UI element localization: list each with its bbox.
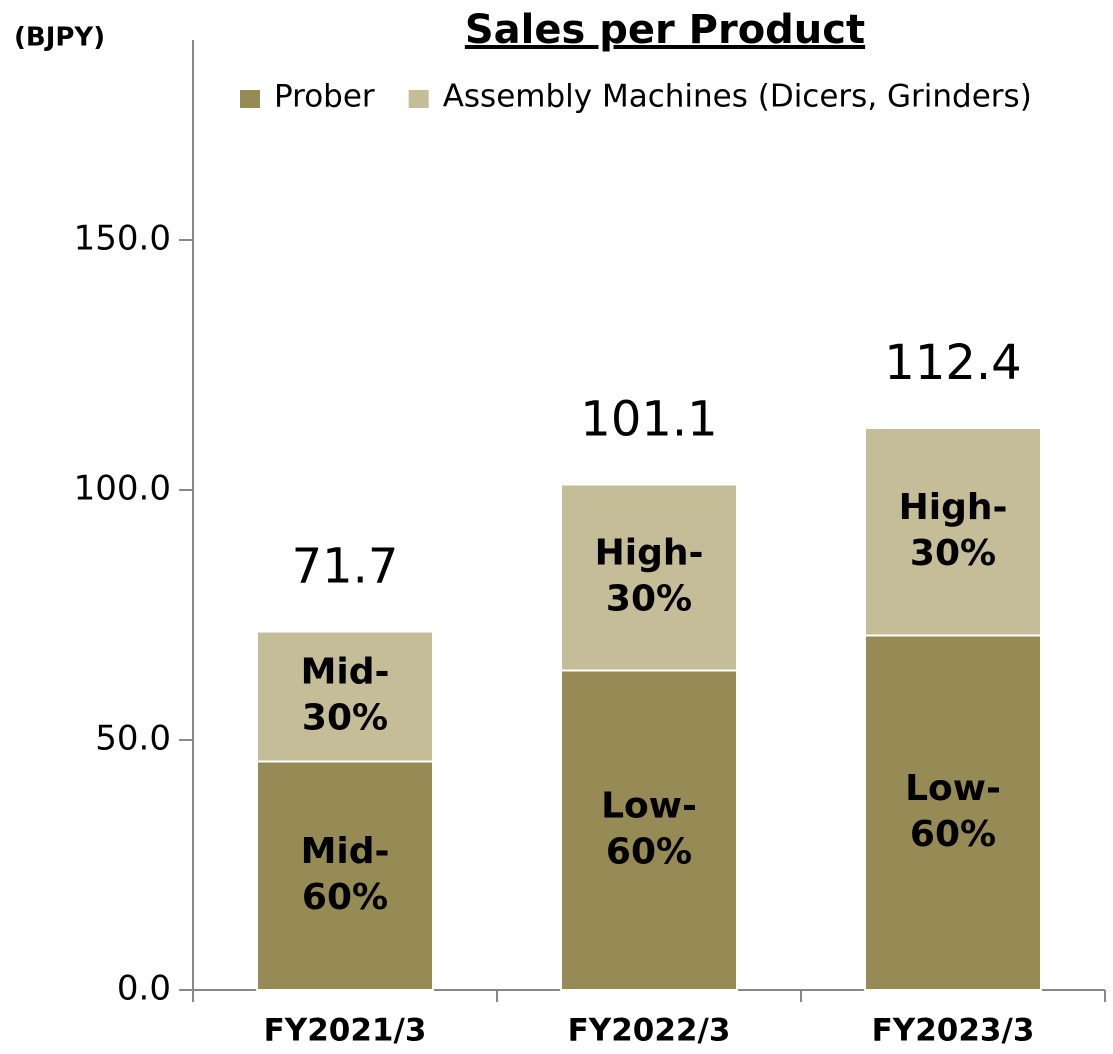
y-tick-label: 150.0 (74, 219, 171, 259)
segment-label: Mid- (301, 652, 390, 693)
chart-title: Sales per Product (465, 7, 865, 53)
y-tick-label: 50.0 (95, 719, 171, 759)
segment-label: 30% (302, 698, 388, 739)
segment-label: Low- (601, 785, 697, 826)
y-tick-label: 0.0 (117, 969, 171, 1009)
bar-segment (864, 634, 1042, 991)
segment-label: 60% (910, 814, 996, 855)
segment-label: Mid- (301, 831, 390, 872)
legend-label: Assembly Machines (Dicers, Grinders) (443, 79, 1032, 115)
segment-label: 60% (606, 831, 692, 872)
y-tick-label: 100.0 (74, 469, 171, 509)
legend-label: Prober (274, 79, 375, 115)
bar-segment (864, 427, 1042, 637)
legend-swatch (240, 90, 260, 108)
x-tick-label: FY2023/3 (872, 1013, 1035, 1049)
bar-segment (560, 669, 738, 991)
segment-label: Low- (905, 768, 1001, 809)
bar-segment (256, 630, 434, 763)
x-tick-label: FY2022/3 (568, 1013, 731, 1049)
bar-segment (560, 483, 738, 672)
segment-label: High- (595, 533, 704, 574)
x-tick-label: FY2021/3 (264, 1013, 427, 1049)
segment-label: 60% (302, 877, 388, 918)
bar-segment (256, 760, 434, 991)
segment-label: 30% (606, 579, 692, 620)
total-label: 71.7 (292, 539, 399, 595)
total-label: 101.1 (580, 392, 717, 448)
total-label: 112.4 (884, 335, 1021, 391)
segment-label: High- (899, 487, 1008, 528)
legend-swatch (408, 90, 429, 108)
y-axis-unit: (BJPY) (14, 23, 105, 53)
segment-label: 30% (910, 533, 996, 574)
